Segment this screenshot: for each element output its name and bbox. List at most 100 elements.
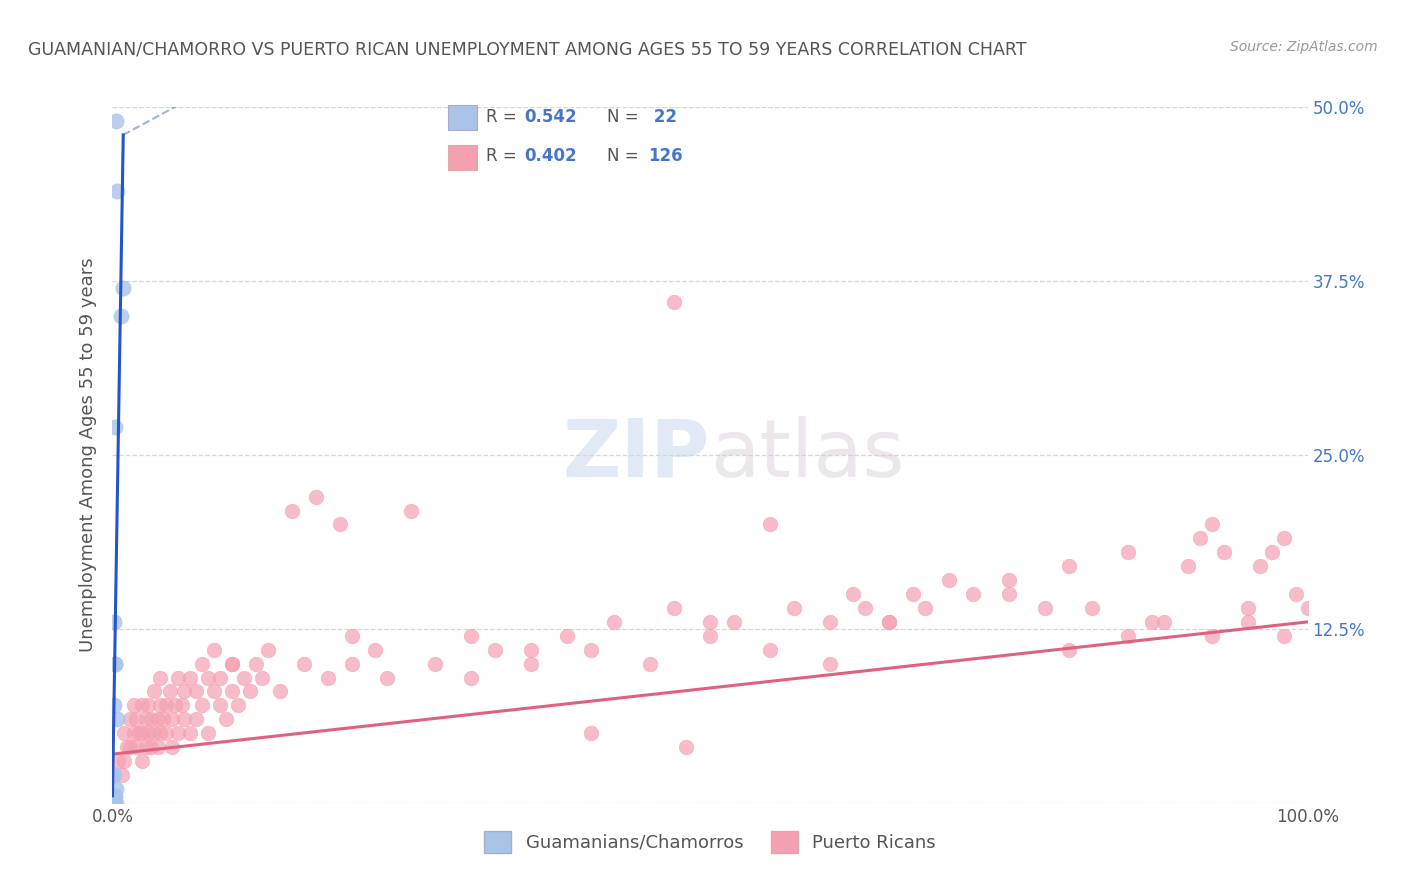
Point — [215, 712, 238, 726]
Point — [723, 615, 745, 629]
Point — [1213, 545, 1236, 559]
Point — [112, 281, 135, 295]
Point — [1272, 532, 1295, 546]
Point — [879, 615, 901, 629]
Point — [186, 684, 208, 698]
Text: N =: N = — [607, 147, 644, 165]
Point — [105, 712, 128, 726]
Point — [114, 754, 135, 768]
Point — [107, 754, 129, 768]
Point — [110, 309, 132, 323]
Text: atlas: atlas — [710, 416, 904, 494]
Point — [329, 517, 352, 532]
Point — [998, 573, 1021, 587]
Point — [128, 726, 150, 740]
Point — [135, 712, 157, 726]
Point — [104, 657, 127, 671]
Point — [197, 726, 219, 740]
Point — [340, 629, 363, 643]
Point — [105, 781, 128, 796]
Point — [782, 601, 804, 615]
Point — [131, 698, 153, 713]
Point — [855, 601, 877, 615]
Y-axis label: Unemployment Among Ages 55 to 59 years: Unemployment Among Ages 55 to 59 years — [79, 258, 97, 652]
Point — [179, 671, 201, 685]
Point — [125, 712, 148, 726]
Point — [146, 740, 169, 755]
Point — [143, 684, 166, 698]
Point — [1237, 615, 1260, 629]
Point — [305, 490, 328, 504]
Point — [202, 642, 225, 657]
Point — [221, 684, 243, 698]
Point — [640, 657, 662, 671]
Point — [699, 615, 721, 629]
Point — [191, 698, 214, 713]
Point — [104, 657, 127, 671]
Point — [103, 796, 125, 810]
Point — [579, 642, 602, 657]
Point — [149, 671, 172, 685]
Point — [209, 671, 232, 685]
Point — [131, 754, 153, 768]
Legend: Guamanians/Chamorros, Puerto Ricans: Guamanians/Chamorros, Puerto Ricans — [477, 823, 943, 860]
Point — [998, 587, 1021, 601]
Point — [818, 657, 841, 671]
Point — [146, 712, 169, 726]
Point — [103, 768, 125, 782]
Point — [139, 740, 162, 755]
Point — [759, 642, 782, 657]
Point — [139, 712, 162, 726]
Point — [143, 726, 166, 740]
Text: Source: ZipAtlas.com: Source: ZipAtlas.com — [1230, 40, 1378, 54]
Point — [101, 794, 124, 808]
Point — [103, 615, 125, 629]
Point — [377, 671, 399, 685]
Point — [122, 726, 145, 740]
Point — [103, 789, 125, 803]
Point — [401, 503, 423, 517]
Point — [1177, 559, 1199, 574]
Point — [484, 642, 506, 657]
Point — [1249, 559, 1271, 574]
Point — [202, 684, 225, 698]
Point — [1142, 615, 1164, 629]
Point — [179, 726, 201, 740]
Point — [520, 642, 543, 657]
Point — [101, 793, 124, 807]
Point — [1296, 601, 1319, 615]
Point — [114, 726, 135, 740]
Point — [281, 503, 304, 517]
Text: 0.402: 0.402 — [524, 147, 576, 165]
Point — [105, 114, 128, 128]
Point — [221, 657, 243, 671]
Text: GUAMANIAN/CHAMORRO VS PUERTO RICAN UNEMPLOYMENT AMONG AGES 55 TO 59 YEARS CORREL: GUAMANIAN/CHAMORRO VS PUERTO RICAN UNEMP… — [28, 40, 1026, 58]
Point — [245, 657, 267, 671]
Point — [257, 642, 280, 657]
Point — [664, 294, 686, 309]
Point — [170, 698, 193, 713]
Point — [103, 698, 125, 713]
Point — [938, 573, 960, 587]
Text: 0.542: 0.542 — [524, 109, 576, 127]
Point — [250, 671, 273, 685]
Point — [155, 726, 177, 740]
Point — [316, 671, 339, 685]
Point — [879, 615, 901, 629]
Point — [292, 657, 315, 671]
Point — [115, 740, 138, 755]
Point — [1057, 559, 1080, 574]
Point — [1153, 615, 1175, 629]
Point — [149, 726, 172, 740]
Point — [191, 657, 214, 671]
Point — [173, 684, 195, 698]
Point — [1081, 601, 1104, 615]
Point — [226, 698, 249, 713]
Point — [105, 796, 128, 810]
Point — [122, 698, 145, 713]
Point — [1118, 629, 1140, 643]
Point — [579, 726, 602, 740]
Point — [903, 587, 925, 601]
Point — [159, 684, 181, 698]
Point — [103, 791, 125, 805]
